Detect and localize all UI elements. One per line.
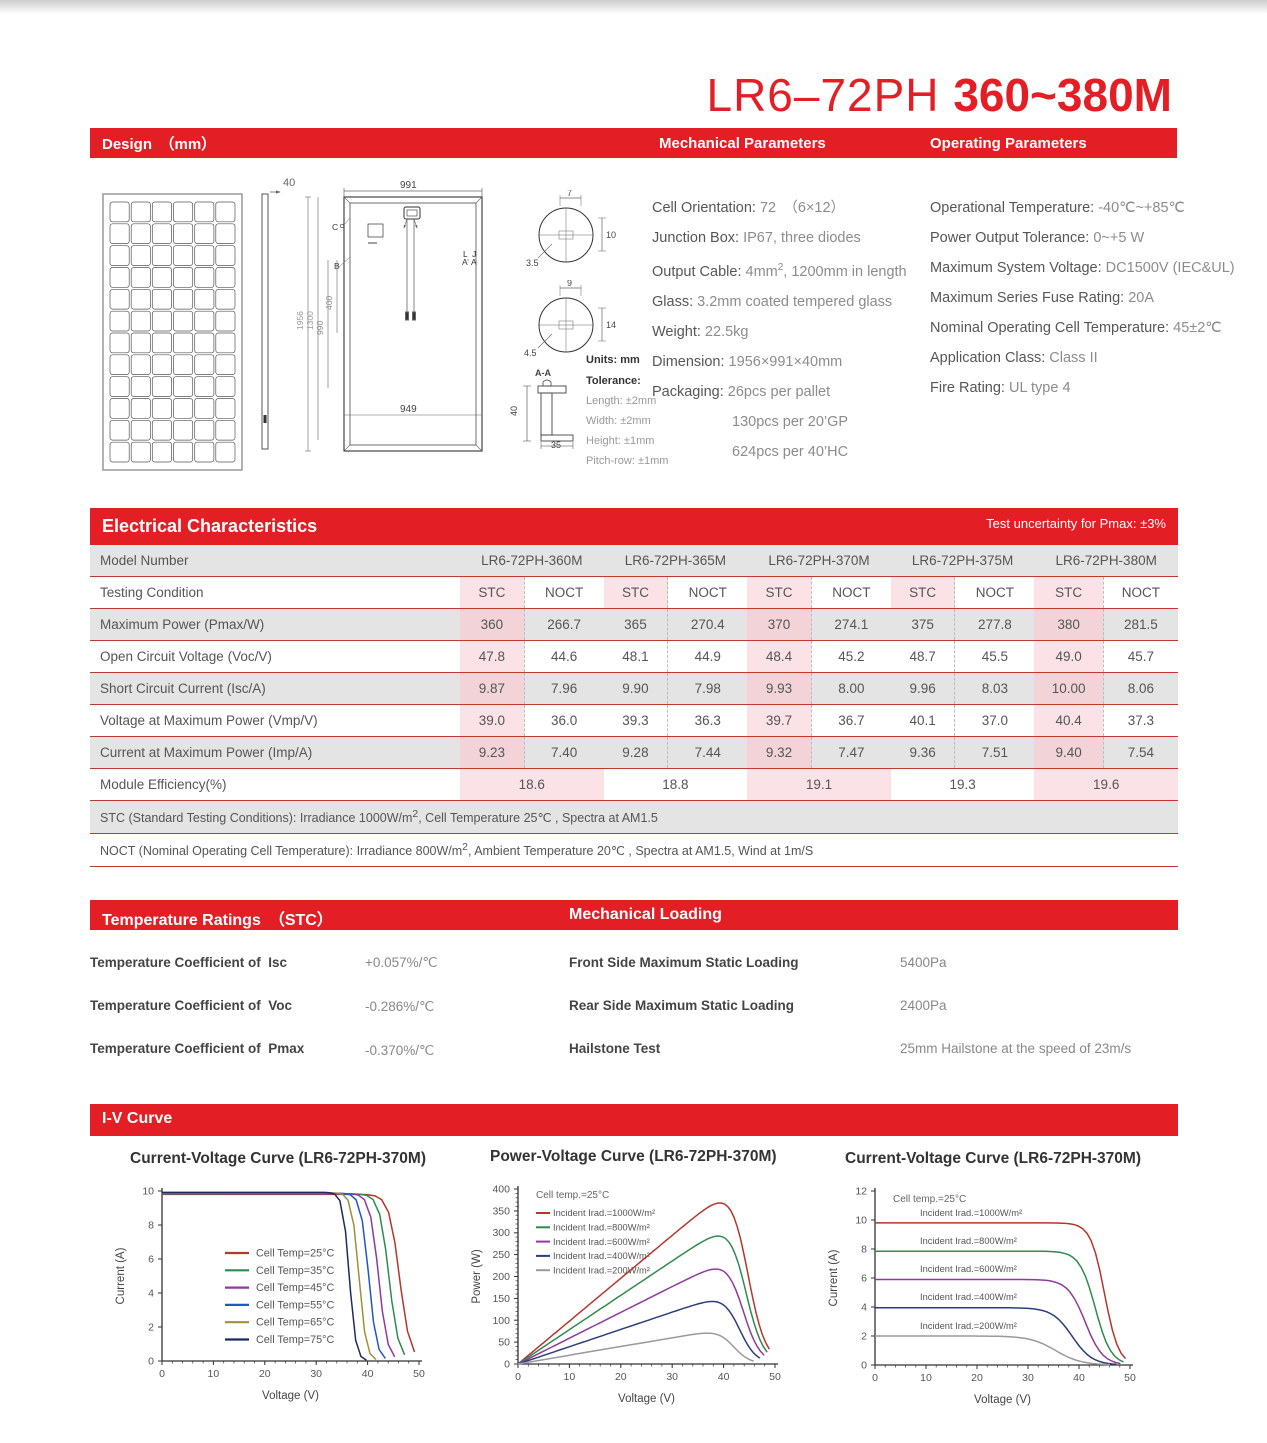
svg-text:Incident Irad.=600W/m²: Incident Irad.=600W/m² bbox=[553, 1237, 650, 1247]
svg-text:Current-Voltage Curve (LR6-72P: Current-Voltage Curve (LR6-72PH-370M) bbox=[845, 1150, 1141, 1167]
svg-text:8: 8 bbox=[148, 1220, 154, 1232]
svg-text:10: 10 bbox=[920, 1372, 932, 1384]
svg-text:Voltage (V): Voltage (V) bbox=[262, 1390, 319, 1402]
svg-text:10: 10 bbox=[208, 1368, 220, 1380]
svg-text:Cell Temp=75°C: Cell Temp=75°C bbox=[256, 1334, 334, 1346]
svg-text:2: 2 bbox=[148, 1322, 154, 1334]
svg-text:0: 0 bbox=[159, 1368, 165, 1380]
svg-text:Incident Irad.=600W/m²: Incident Irad.=600W/m² bbox=[920, 1264, 1017, 1274]
svg-text:20: 20 bbox=[615, 1371, 627, 1383]
svg-text:50: 50 bbox=[498, 1337, 510, 1349]
svg-text:8: 8 bbox=[861, 1244, 867, 1256]
svg-text:Incident Irad.=800W/m²: Incident Irad.=800W/m² bbox=[553, 1223, 650, 1233]
svg-text:40: 40 bbox=[362, 1368, 374, 1380]
svg-text:Cell temp.=25°C: Cell temp.=25°C bbox=[893, 1194, 966, 1205]
svg-text:4: 4 bbox=[148, 1288, 154, 1300]
svg-text:20: 20 bbox=[259, 1368, 271, 1380]
svg-text:50: 50 bbox=[769, 1371, 781, 1383]
svg-text:30: 30 bbox=[310, 1368, 322, 1380]
svg-text:10: 10 bbox=[564, 1371, 576, 1383]
svg-text:30: 30 bbox=[1022, 1372, 1034, 1384]
svg-text:Voltage (V): Voltage (V) bbox=[618, 1393, 675, 1405]
svg-text:Cell Temp=25°C: Cell Temp=25°C bbox=[256, 1248, 334, 1260]
svg-text:400: 400 bbox=[492, 1184, 510, 1196]
svg-text:300: 300 bbox=[492, 1227, 510, 1239]
svg-text:150: 150 bbox=[492, 1293, 510, 1305]
svg-text:Incident Irad.=1000W/m²: Incident Irad.=1000W/m² bbox=[553, 1208, 655, 1218]
svg-text:50: 50 bbox=[413, 1368, 425, 1380]
svg-text:Cell Temp=55°C: Cell Temp=55°C bbox=[256, 1299, 334, 1311]
svg-text:30: 30 bbox=[666, 1371, 678, 1383]
svg-text:0: 0 bbox=[861, 1360, 867, 1372]
svg-text:Power-Voltage Curve (LR6-72PH-: Power-Voltage Curve (LR6-72PH-370M) bbox=[490, 1148, 777, 1165]
svg-text:200: 200 bbox=[492, 1271, 510, 1283]
svg-text:4: 4 bbox=[861, 1302, 867, 1314]
svg-text:0: 0 bbox=[515, 1371, 521, 1383]
svg-text:Incident Irad.=1000W/m²: Incident Irad.=1000W/m² bbox=[920, 1208, 1022, 1218]
svg-text:6: 6 bbox=[861, 1273, 867, 1285]
svg-text:Cell Temp=65°C: Cell Temp=65°C bbox=[256, 1317, 334, 1329]
svg-text:Incident Irad.=800W/m²: Incident Irad.=800W/m² bbox=[920, 1236, 1017, 1246]
svg-text:10: 10 bbox=[142, 1186, 154, 1198]
svg-text:Cell Temp=45°C: Cell Temp=45°C bbox=[256, 1282, 334, 1294]
svg-text:40: 40 bbox=[718, 1371, 730, 1383]
svg-text:250: 250 bbox=[492, 1249, 510, 1261]
svg-text:Voltage (V): Voltage (V) bbox=[974, 1394, 1031, 1406]
svg-text:50: 50 bbox=[1124, 1372, 1136, 1384]
svg-text:100: 100 bbox=[492, 1315, 510, 1327]
svg-text:Incident Irad.=400W/m²: Incident Irad.=400W/m² bbox=[553, 1251, 650, 1261]
svg-text:Current (A): Current (A) bbox=[115, 1247, 127, 1304]
svg-text:Incident Irad.=200W/m²: Incident Irad.=200W/m² bbox=[920, 1321, 1017, 1331]
svg-text:Current (A): Current (A) bbox=[828, 1249, 840, 1306]
svg-text:Incident Irad.=400W/m²: Incident Irad.=400W/m² bbox=[920, 1292, 1017, 1302]
svg-text:6: 6 bbox=[148, 1254, 154, 1266]
svg-text:40: 40 bbox=[1073, 1372, 1085, 1384]
svg-text:2: 2 bbox=[861, 1331, 867, 1343]
svg-text:350: 350 bbox=[492, 1205, 510, 1217]
svg-text:0: 0 bbox=[504, 1359, 510, 1371]
svg-text:Cell temp.=25°C: Cell temp.=25°C bbox=[536, 1190, 609, 1201]
svg-text:0: 0 bbox=[872, 1372, 878, 1384]
svg-text:Current-Voltage Curve (LR6-72P: Current-Voltage Curve (LR6-72PH-370M) bbox=[130, 1150, 426, 1167]
svg-text:0: 0 bbox=[148, 1356, 154, 1368]
svg-text:Cell Temp=35°C: Cell Temp=35°C bbox=[256, 1265, 334, 1277]
svg-text:12: 12 bbox=[855, 1186, 867, 1198]
svg-text:10: 10 bbox=[855, 1215, 867, 1227]
svg-text:20: 20 bbox=[971, 1372, 983, 1384]
svg-text:Power (W): Power (W) bbox=[471, 1249, 483, 1303]
